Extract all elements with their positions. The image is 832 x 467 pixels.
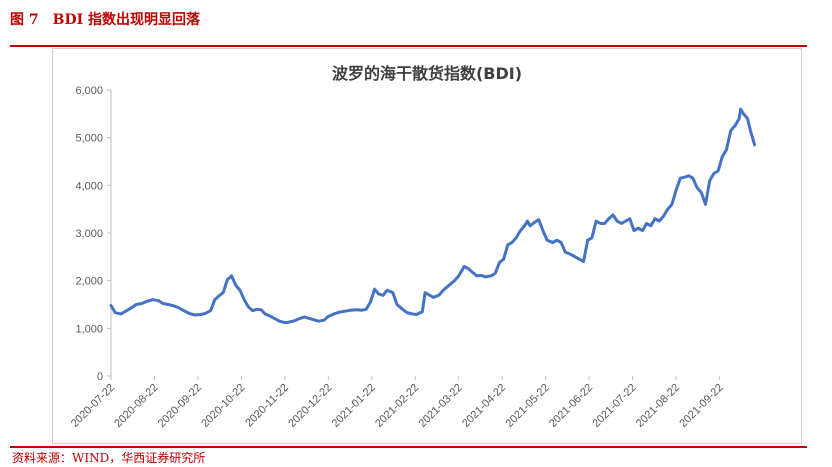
x-axis: 2020-07-222020-08-222020-09-222020-10-22… — [69, 376, 726, 430]
x-tick-label: 2021-07-22 — [590, 382, 638, 430]
x-tick-label: 2021-04-22 — [460, 382, 508, 430]
y-tick-label: 1,000 — [75, 323, 103, 335]
x-tick-label: 2020-10-22 — [199, 382, 247, 430]
y-axis: 0 1,000 2,000 3,000 4,000 5,000 6,000 — [75, 85, 112, 383]
source-note: 资料来源：WIND，华西证券研究所 — [12, 451, 206, 465]
y-tick-label: 3,000 — [75, 228, 103, 240]
x-tick-label: 2020-07-22 — [69, 382, 117, 430]
chart-frame — [52, 48, 802, 444]
x-tick-label: 2020-12-22 — [286, 382, 334, 430]
x-tick-label: 2021-08-22 — [634, 382, 682, 430]
y-tick-label: 5,000 — [75, 133, 103, 145]
x-tick-label: 2020-08-22 — [112, 382, 160, 430]
x-tick-label: 2021-02-22 — [373, 382, 421, 430]
chart-title: 波罗的海干散货指数(BDI) — [332, 64, 522, 83]
x-tick-label: 2021-05-22 — [504, 382, 552, 430]
x-tick-label: 2020-11-22 — [243, 382, 291, 430]
bottom-rule — [10, 446, 807, 448]
figure-caption-text: BDI 指数出现明显回落 — [52, 12, 201, 28]
x-tick-label: 2021-06-22 — [547, 382, 595, 430]
y-tick-label: 4,000 — [75, 180, 103, 192]
y-tick-label: 6,000 — [75, 85, 103, 97]
bdi-series-line — [109, 107, 757, 325]
figure-caption: 图 7 BDI 指数出现明显回落 — [10, 9, 214, 29]
x-tick-label: 2021-09-22 — [677, 382, 725, 430]
y-tick-label: 2,000 — [75, 276, 103, 288]
x-tick-label: 2021-01-22 — [330, 382, 378, 430]
top-rule — [10, 45, 807, 47]
x-tick-label: 2021-03-22 — [417, 382, 465, 430]
plot-area — [109, 107, 757, 325]
figure-number: 图 7 — [10, 12, 39, 28]
y-tick-label: 0 — [97, 371, 103, 383]
x-tick-label: 2020-09-22 — [156, 382, 204, 430]
